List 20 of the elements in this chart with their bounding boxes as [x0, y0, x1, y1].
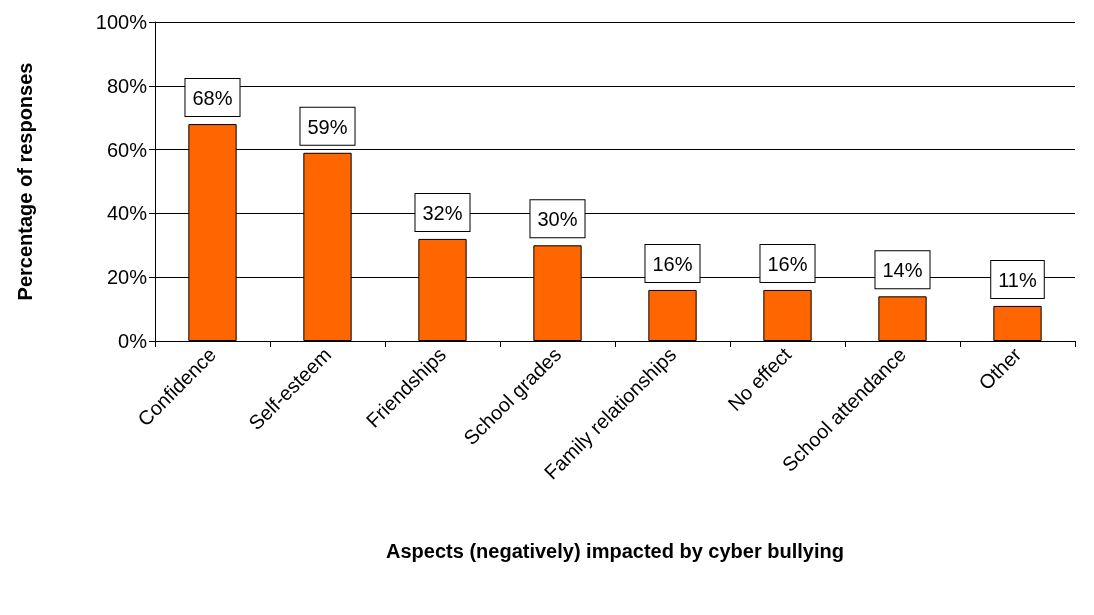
data-label: 30%: [537, 208, 578, 231]
y-axis-title: Percentage of responses: [14, 62, 36, 301]
x-axis-title: Aspects (negatively) impacted by cyber bullying: [386, 540, 844, 562]
bar: [993, 305, 1042, 341]
y-tick-label: 0%: [118, 330, 148, 352]
bar: [648, 289, 697, 341]
data-label: 68%: [192, 87, 233, 110]
data-label: 59%: [307, 115, 348, 138]
y-tick-label: 40%: [106, 202, 148, 225]
y-tick-label: 80%: [106, 74, 148, 97]
bar: [878, 296, 927, 341]
data-label: 32%: [422, 201, 463, 224]
data-label: 16%: [652, 252, 693, 275]
data-label: 14%: [882, 259, 923, 282]
bar: [763, 289, 812, 341]
y-tick-label: 60%: [106, 138, 148, 161]
data-label: 11%: [998, 268, 1037, 291]
y-tick-label: 20%: [106, 266, 148, 289]
data-label: 16%: [767, 252, 808, 275]
y-tick-label: 100%: [95, 11, 148, 33]
